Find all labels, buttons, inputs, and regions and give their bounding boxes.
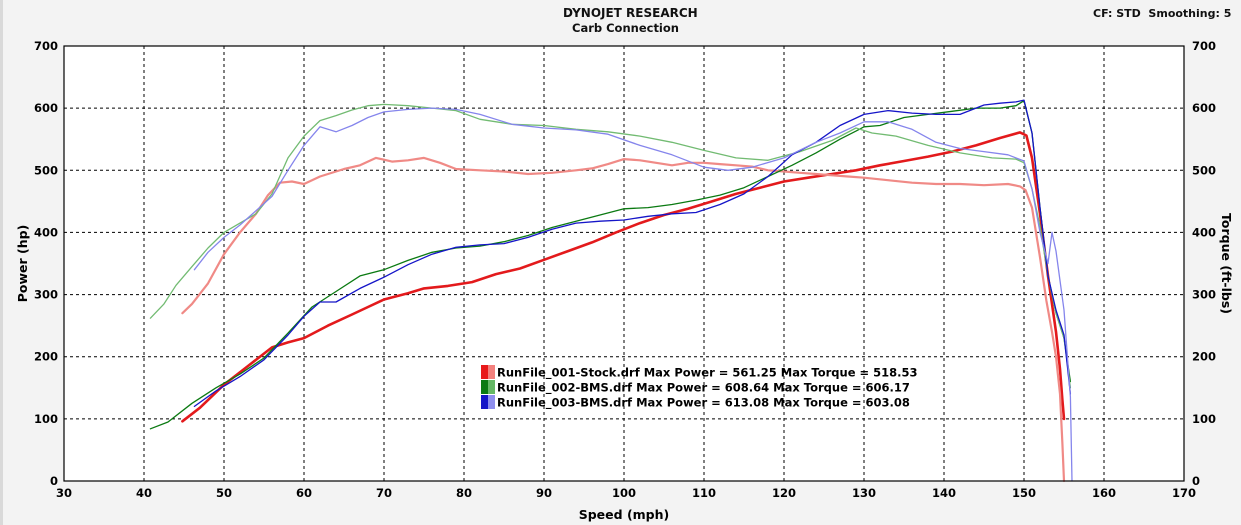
- x-tick-label: 140: [932, 486, 956, 500]
- y-right-tick-label: 500: [1192, 163, 1216, 177]
- y-left-tick-label: 400: [34, 225, 58, 239]
- y-left-tick-label: 0: [50, 474, 58, 488]
- plot-frame: [63, 45, 1185, 482]
- y-right-tick-label: 600: [1192, 101, 1216, 115]
- y-left-tick-label: 300: [34, 288, 58, 302]
- y-right-tick-label: 0: [1192, 474, 1200, 488]
- x-tick-label: 30: [56, 486, 72, 500]
- x-tick-label: 100: [612, 486, 636, 500]
- y-left-axis-label: Power (hp): [15, 225, 30, 303]
- series-line-5: [193, 99, 1072, 408]
- y-right-tick-label: 400: [1192, 225, 1216, 239]
- x-tick-label: 120: [772, 486, 796, 500]
- legend-swatch-light-3: [488, 395, 495, 409]
- y-left-tick-label: 100: [34, 412, 58, 426]
- series-line-2: [181, 156, 1066, 483]
- x-tick-label: 40: [136, 486, 152, 500]
- x-tick-label: 110: [692, 486, 716, 500]
- y-left-tick-label: 700: [34, 39, 58, 53]
- x-tick-label: 50: [216, 486, 232, 500]
- legend-label-1: RunFile_001-Stock.drf Max Power = 561.25…: [497, 366, 918, 381]
- y-right-tick-label: 200: [1192, 350, 1216, 364]
- series-line-1: [181, 131, 1066, 423]
- x-tick-label: 130: [852, 486, 876, 500]
- series-line-6: [193, 107, 1073, 482]
- series-line-3: [149, 100, 1072, 430]
- x-tick-label: 60: [296, 486, 312, 500]
- legend-swatch-2: [481, 380, 488, 394]
- y-right-tick-label: 300: [1192, 288, 1216, 302]
- legend-swatch-1: [481, 365, 488, 379]
- y-right-tick-label: 700: [1192, 39, 1216, 53]
- y-right-tick-label: 100: [1192, 412, 1216, 426]
- x-tick-label: 90: [536, 486, 552, 500]
- legend-swatch-3: [481, 395, 488, 409]
- chart-title: DYNOJET RESEARCH: [563, 6, 698, 20]
- x-tick-label: 70: [376, 486, 392, 500]
- legend-label-2: RunFile_002-BMS.drf Max Power = 608.64 M…: [497, 381, 910, 396]
- legend-swatch-light-2: [488, 380, 495, 394]
- x-tick-label: 150: [1012, 486, 1036, 500]
- legend-label-3: RunFile_003-BMS.drf Max Power = 613.08 M…: [497, 396, 910, 411]
- x-tick-label: 80: [456, 486, 472, 500]
- settings-readout: CF: STD Smoothing: 5: [1093, 7, 1232, 20]
- x-axis-label: Speed (mph): [579, 507, 670, 522]
- legend-swatch-light-1: [488, 365, 495, 379]
- window-edge: [0, 0, 3, 525]
- y-left-tick-label: 500: [34, 163, 58, 177]
- y-left-tick-label: 600: [34, 101, 58, 115]
- y-left-tick-label: 200: [34, 350, 58, 364]
- x-tick-label: 170: [1172, 486, 1196, 500]
- x-tick-label: 160: [1092, 486, 1116, 500]
- chart-subtitle: Carb Connection: [572, 21, 679, 35]
- y-right-axis-label: Torque (ft-lbs): [1219, 213, 1234, 314]
